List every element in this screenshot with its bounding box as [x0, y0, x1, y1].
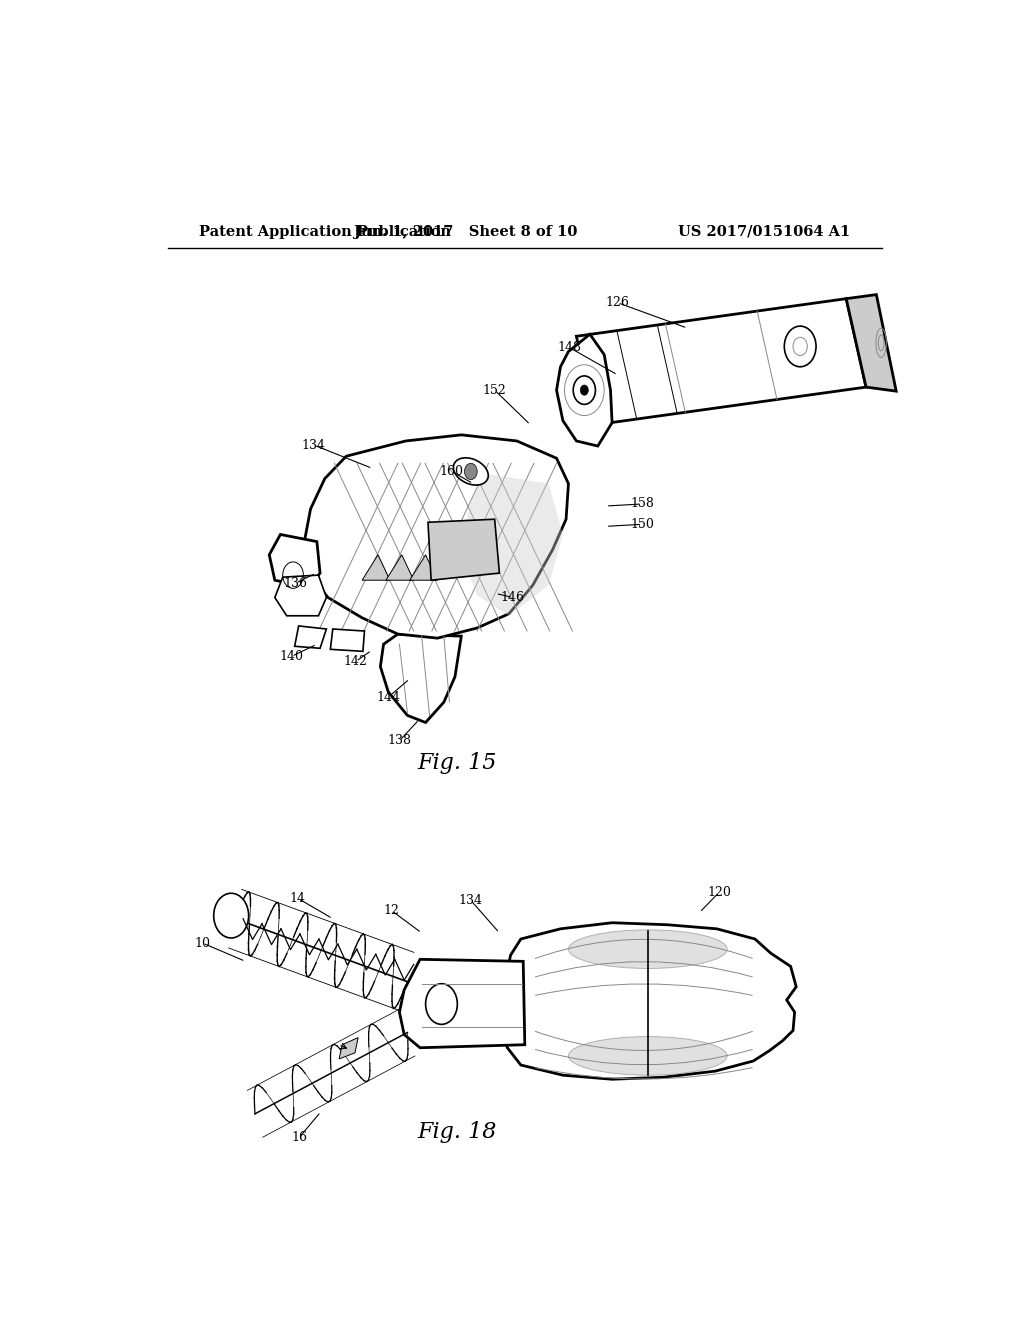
Ellipse shape — [568, 1036, 727, 1076]
FancyArrowPatch shape — [536, 1031, 753, 1051]
Polygon shape — [846, 294, 896, 391]
Polygon shape — [428, 519, 500, 581]
Text: 146: 146 — [501, 591, 525, 605]
Polygon shape — [399, 960, 524, 1048]
Polygon shape — [577, 298, 866, 425]
Text: 10: 10 — [195, 937, 211, 949]
Polygon shape — [386, 554, 414, 581]
Text: 126: 126 — [606, 296, 630, 309]
Text: 148: 148 — [557, 341, 582, 354]
Ellipse shape — [454, 458, 488, 484]
Text: Fig. 18: Fig. 18 — [418, 1121, 497, 1143]
Ellipse shape — [568, 929, 727, 969]
Circle shape — [581, 385, 588, 395]
Polygon shape — [461, 474, 563, 615]
Polygon shape — [410, 554, 437, 581]
Text: 134: 134 — [459, 894, 483, 907]
Text: 160: 160 — [439, 465, 464, 478]
FancyArrowPatch shape — [536, 940, 753, 958]
Polygon shape — [380, 634, 461, 722]
Text: 14: 14 — [290, 892, 306, 904]
Polygon shape — [339, 1038, 358, 1059]
Polygon shape — [295, 626, 327, 648]
Text: 12: 12 — [384, 904, 399, 917]
Text: 140: 140 — [280, 649, 303, 663]
Circle shape — [426, 983, 458, 1024]
Text: 150: 150 — [631, 517, 654, 531]
Polygon shape — [503, 923, 797, 1080]
Text: 142: 142 — [344, 655, 368, 668]
Text: 134: 134 — [302, 438, 326, 451]
Text: Patent Application Publication: Patent Application Publication — [200, 224, 452, 239]
Circle shape — [214, 894, 249, 939]
Text: Fig. 15: Fig. 15 — [418, 752, 497, 774]
Polygon shape — [557, 334, 612, 446]
FancyArrowPatch shape — [536, 1049, 753, 1065]
Polygon shape — [269, 535, 321, 587]
FancyArrowPatch shape — [536, 983, 753, 995]
Polygon shape — [331, 630, 365, 651]
Text: 136: 136 — [284, 577, 307, 590]
Text: 138: 138 — [387, 734, 412, 747]
Text: 16: 16 — [292, 1131, 307, 1143]
FancyArrowPatch shape — [536, 1068, 753, 1078]
Text: 152: 152 — [482, 384, 507, 396]
Text: 120: 120 — [708, 886, 731, 899]
Polygon shape — [362, 554, 390, 581]
Polygon shape — [304, 434, 568, 638]
Polygon shape — [274, 576, 327, 615]
Circle shape — [465, 463, 477, 479]
Text: US 2017/0151064 A1: US 2017/0151064 A1 — [678, 224, 850, 239]
Text: 144: 144 — [376, 690, 400, 704]
Text: Jun. 1, 2017   Sheet 8 of 10: Jun. 1, 2017 Sheet 8 of 10 — [353, 224, 577, 239]
Text: 158: 158 — [631, 498, 654, 511]
FancyArrowPatch shape — [536, 961, 753, 977]
